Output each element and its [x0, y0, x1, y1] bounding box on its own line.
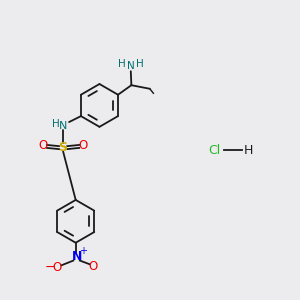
Text: H: H: [244, 143, 254, 157]
Text: +: +: [80, 246, 87, 256]
Text: O: O: [79, 139, 88, 152]
Text: Cl: Cl: [208, 143, 220, 157]
Text: O: O: [88, 260, 98, 273]
Text: S: S: [58, 140, 68, 154]
Text: O: O: [38, 139, 47, 152]
Text: H: H: [118, 58, 125, 68]
Text: H: H: [52, 119, 60, 129]
Text: N: N: [72, 250, 82, 263]
Text: H: H: [136, 58, 143, 68]
Text: N: N: [59, 121, 67, 130]
Text: −: −: [45, 261, 55, 274]
Text: O: O: [52, 261, 62, 274]
Text: N: N: [127, 61, 134, 71]
